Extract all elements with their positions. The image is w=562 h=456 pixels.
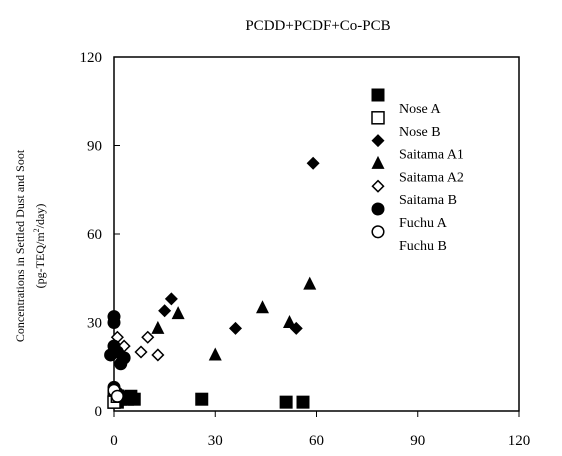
- y-axis: 0 30 60 90 120: [80, 50, 120, 420]
- legend-marker-nose-b: [371, 111, 385, 125]
- legend-label-fuchu-a: Fuchu A: [399, 216, 448, 231]
- data-point-saitama-b: [141, 330, 155, 344]
- x-tick-label: 120: [508, 433, 531, 449]
- chart-title: PCDD+PCDF+Co-PCB: [245, 18, 390, 34]
- data-point-saitama-a2: [303, 276, 317, 290]
- x-tick-label: 0: [110, 433, 118, 449]
- data-point-nose-a: [296, 395, 310, 409]
- data-point-saitama-a2: [256, 300, 269, 314]
- data-point-nose-a: [195, 392, 209, 406]
- x-tick-label: 30: [208, 433, 223, 449]
- data-points: [104, 156, 320, 409]
- data-point-saitama-a2: [171, 306, 185, 320]
- data-point-saitama-a1: [229, 321, 242, 335]
- y-tick-label: 90: [87, 139, 102, 155]
- y-axis-label: Concentrations in Settled Dust and Soot …: [13, 149, 47, 342]
- data-point-nose-a: [279, 395, 293, 409]
- legend-marker-saitama-a2: [371, 155, 385, 169]
- legend-label-fuchu-b: Fuchu B: [399, 239, 447, 254]
- data-point-saitama-a1: [164, 292, 178, 306]
- data-point-fuchu-a: [107, 316, 121, 329]
- legend-marker-nose-a: [371, 88, 385, 102]
- y-axis-label-line1: Concentrations in Settled Dust and Soot: [13, 149, 27, 342]
- y-tick-label: 30: [87, 316, 102, 332]
- y-tick-label: 0: [95, 404, 103, 420]
- x-tick-label: 60: [309, 433, 324, 449]
- legend-marker-saitama-b: [371, 179, 385, 193]
- legend-label-nose-a: Nose A: [399, 102, 442, 117]
- data-point-saitama-b: [134, 345, 148, 359]
- x-tick-label: 90: [410, 433, 425, 449]
- data-point-fuchu-a: [117, 351, 131, 365]
- data-point-fuchu-b: [110, 389, 124, 403]
- x-axis: 0 30 60 90 120: [110, 411, 530, 449]
- plot-area: [113, 56, 520, 412]
- legend-marker-saitama-a1: [371, 134, 385, 148]
- data-point-saitama-b: [151, 348, 165, 362]
- legend: Nose A Nose B Saitama A1 Saitama A2 Saitama …: [371, 88, 464, 254]
- y-tick-label: 60: [87, 227, 102, 243]
- y-axis-label-line2: (pg-TEQ/m2/day): [32, 204, 47, 289]
- legend-marker-fuchu-a: [371, 202, 385, 216]
- data-point-saitama-a2: [283, 315, 296, 328]
- data-point-saitama-a1: [158, 304, 172, 318]
- y-tick-label: 120: [80, 50, 103, 66]
- data-point-saitama-a1: [306, 156, 320, 170]
- data-point-nose-a: [127, 392, 141, 406]
- legend-label-saitama-b: Saitama B: [399, 193, 457, 208]
- legend-label-nose-b: Nose B: [399, 125, 441, 140]
- data-point-saitama-a2: [208, 347, 222, 361]
- legend-label-saitama-a1: Saitama A1: [399, 148, 464, 163]
- legend-marker-fuchu-b: [371, 225, 385, 239]
- data-point-saitama-a2: [151, 320, 165, 334]
- legend-label-saitama-a2: Saitama A2: [399, 170, 464, 185]
